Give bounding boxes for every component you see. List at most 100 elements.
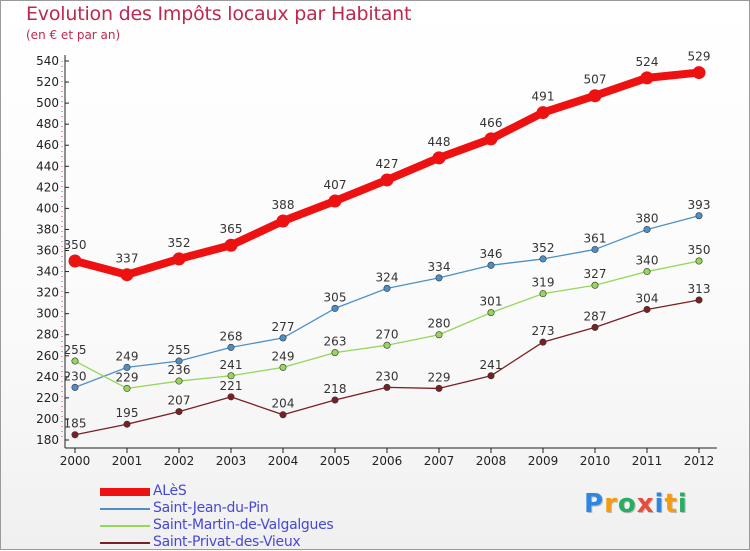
x-tick-label: 2003: [216, 454, 247, 468]
data-point: [331, 304, 339, 312]
data-point: [331, 396, 339, 404]
logo-letter: i: [677, 489, 688, 519]
legend-swatch: [100, 542, 150, 544]
data-point: [383, 341, 391, 349]
data-point: [539, 290, 547, 298]
y-tick-label: 440: [36, 159, 59, 173]
data-point: [695, 257, 703, 265]
data-label: 304: [636, 291, 659, 305]
data-point: [172, 252, 186, 266]
data-point: [224, 238, 238, 252]
data-point: [68, 254, 82, 268]
y-tick-label: 420: [36, 180, 59, 194]
data-point: [643, 305, 651, 313]
data-label: 319: [532, 276, 555, 290]
data-label: 280: [428, 317, 451, 331]
data-label: 270: [376, 327, 399, 341]
data-point: [536, 106, 550, 120]
data-label: 221: [220, 379, 243, 393]
data-point: [487, 261, 495, 269]
data-label: 249: [272, 349, 295, 363]
data-label: 287: [584, 309, 607, 323]
data-point: [383, 383, 391, 391]
data-label: 241: [220, 358, 243, 372]
data-label: 305: [324, 290, 347, 304]
data-point: [279, 363, 287, 371]
y-tick-label: 400: [36, 201, 59, 215]
y-tick-label: 320: [36, 286, 59, 300]
y-tick-label: 180: [36, 433, 59, 447]
legend-label: Saint-Martin-de-Valgalgues: [153, 517, 334, 533]
y-tick-label: 500: [36, 96, 59, 110]
x-tick-label: 2010: [580, 454, 611, 468]
data-label: 337: [116, 252, 139, 266]
logo-letter: r: [604, 489, 618, 519]
y-tick-label: 200: [36, 412, 59, 426]
data-label: 491: [532, 90, 555, 104]
data-label: 365: [220, 222, 243, 236]
data-point: [227, 372, 235, 380]
data-label: 255: [168, 343, 191, 357]
data-label: 229: [428, 370, 451, 384]
legend-label: ALèS: [153, 483, 187, 499]
data-label: 230: [376, 369, 399, 383]
y-tick-label: 540: [36, 54, 59, 68]
data-label: 230: [64, 369, 87, 383]
data-point: [695, 296, 703, 304]
y-tick-label: 480: [36, 117, 59, 131]
y-tick-label: 300: [36, 307, 59, 321]
data-label: 277: [272, 320, 295, 334]
x-tick-label: 2000: [60, 454, 91, 468]
x-tick-label: 2009: [528, 454, 559, 468]
data-point: [432, 151, 446, 165]
data-label: 529: [688, 50, 711, 64]
data-label: 313: [688, 282, 711, 296]
data-point: [591, 281, 599, 289]
data-label: 407: [324, 178, 347, 192]
data-point: [643, 268, 651, 276]
data-label: 263: [324, 335, 347, 349]
data-point: [383, 284, 391, 292]
data-label: 380: [636, 211, 659, 225]
y-tick-label: 220: [36, 391, 59, 405]
logo-letter: i: [654, 489, 665, 519]
y-tick-label: 460: [36, 138, 59, 152]
data-point: [227, 343, 235, 351]
data-point: [331, 349, 339, 357]
x-tick-label: 2012: [684, 454, 715, 468]
legend-swatch: [100, 508, 150, 510]
data-label: 352: [168, 236, 191, 250]
data-point: [643, 225, 651, 233]
chart-subtitle: (en € et par an): [26, 28, 121, 42]
data-label: 218: [324, 382, 347, 396]
y-tick-label: 240: [36, 370, 59, 384]
data-label: 273: [532, 324, 555, 338]
data-point: [487, 309, 495, 317]
data-label: 229: [116, 370, 139, 384]
data-point: [435, 331, 443, 339]
legend-label: Saint-Jean-du-Pin: [153, 500, 269, 516]
chart-title: Evolution des Impôts locaux par Habitant: [26, 3, 412, 25]
x-tick-label: 2011: [632, 454, 663, 468]
logo-letter: x: [636, 489, 655, 519]
data-label: 524: [636, 55, 659, 69]
data-label: 350: [688, 243, 711, 257]
logo-letter: o: [617, 489, 637, 519]
data-label: 427: [376, 157, 399, 171]
data-label: 255: [64, 343, 87, 357]
data-point: [71, 383, 79, 391]
data-label: 241: [480, 358, 503, 372]
data-point: [591, 323, 599, 331]
data-point: [591, 245, 599, 253]
data-point: [695, 212, 703, 220]
data-label: 207: [168, 394, 191, 408]
y-tick-label: 520: [36, 75, 59, 89]
logo-letter: t: [664, 489, 678, 519]
data-label: 204: [272, 397, 295, 411]
data-point: [71, 357, 79, 365]
data-label: 268: [220, 329, 243, 343]
data-point: [539, 255, 547, 263]
data-label: 466: [480, 116, 503, 130]
x-tick-label: 2001: [112, 454, 143, 468]
data-point: [588, 89, 602, 103]
